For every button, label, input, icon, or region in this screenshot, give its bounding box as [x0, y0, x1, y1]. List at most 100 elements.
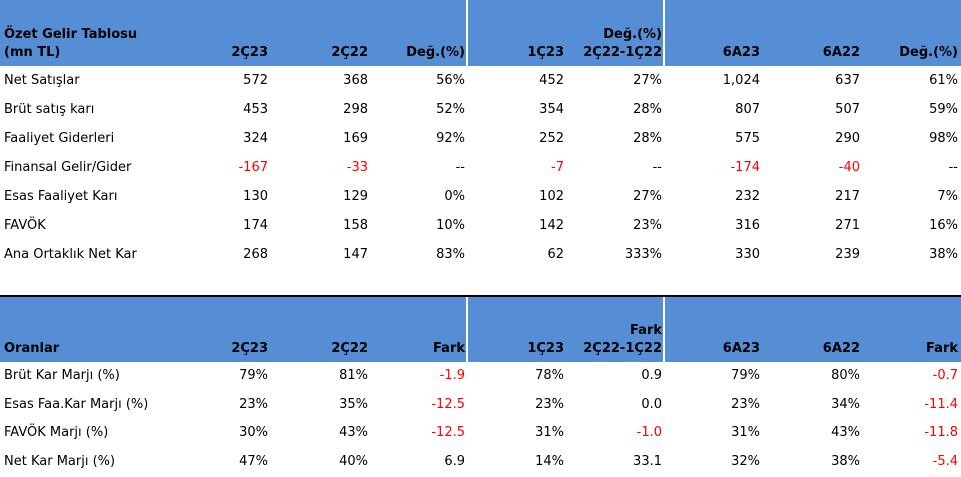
- table-title: Özet Gelir Tablosu: [4, 27, 138, 42]
- cell: 27%: [633, 73, 662, 88]
- cell: 28%: [633, 131, 662, 146]
- cell: 637: [835, 73, 860, 88]
- divider: [0, 295, 961, 297]
- column-header: 2Ç23: [231, 45, 268, 60]
- cell: 268: [243, 247, 268, 262]
- cell: 575: [735, 131, 760, 146]
- cell: -12.5: [431, 396, 465, 412]
- row-label: FAVÖK Marjı (%): [4, 425, 109, 441]
- row-label: Ana Ortaklık Net Kar: [4, 247, 137, 262]
- cell: 38%: [831, 454, 860, 470]
- column-header: 1Ç23: [527, 341, 564, 356]
- cell: -167: [238, 160, 268, 175]
- column-header: Fark: [433, 341, 465, 356]
- cell: 81%: [339, 368, 368, 383]
- cell: 30%: [239, 425, 268, 441]
- cell: 28%: [633, 102, 662, 117]
- cell: 1,024: [722, 73, 760, 88]
- cell: -0.7: [932, 368, 958, 383]
- row-label: Esas Faa.Kar Marjı (%): [4, 396, 149, 412]
- row-label: FAVÖK: [4, 218, 46, 233]
- cell: 59%: [929, 102, 958, 117]
- column-header: 2Ç22: [331, 45, 368, 60]
- cell: --: [455, 160, 465, 175]
- cell: 6.9: [444, 454, 465, 470]
- cell: 290: [835, 131, 860, 146]
- column-header: 2Ç22-1Ç22: [583, 341, 662, 356]
- cell: 33.1: [633, 454, 662, 470]
- cell: -1.9: [439, 368, 465, 383]
- header-separator: [663, 297, 665, 362]
- column-header: 1Ç23: [527, 45, 564, 60]
- cell: -33: [346, 160, 368, 175]
- cell: 61%: [929, 73, 958, 88]
- cell: --: [948, 160, 958, 175]
- cell: 174: [243, 218, 268, 233]
- row-label: Net Kar Marjı (%): [4, 454, 116, 470]
- cell: 10%: [436, 218, 465, 233]
- row-label: Net Satışlar: [4, 73, 80, 88]
- row-label: Brüt satış karı: [4, 102, 95, 117]
- column-header: Fark: [926, 341, 958, 356]
- cell: 43%: [831, 425, 860, 441]
- cell: 232: [735, 189, 760, 204]
- header-separator: [466, 0, 468, 66]
- cell: 330: [735, 247, 760, 262]
- cell: 16%: [929, 218, 958, 233]
- table-title: Oranlar: [4, 341, 60, 356]
- column-header: Değ.(%): [899, 45, 958, 60]
- column-header: 6A22: [822, 45, 860, 60]
- column-header: 6A23: [722, 341, 760, 356]
- cell: 0.9: [641, 368, 662, 383]
- cell: -11.4: [924, 396, 958, 412]
- column-header: Fark: [630, 323, 662, 338]
- cell: 354: [539, 102, 564, 117]
- cell: -12.5: [431, 425, 465, 441]
- cell: 40%: [339, 454, 368, 470]
- table-title: (mn TL): [4, 45, 61, 60]
- cell: 271: [835, 218, 860, 233]
- cell: 92%: [436, 131, 465, 146]
- cell: 98%: [929, 131, 958, 146]
- cell: 298: [343, 102, 368, 117]
- cell: 252: [539, 131, 564, 146]
- cell: 23%: [535, 396, 564, 412]
- cell: -5.4: [932, 454, 958, 470]
- row-label: Esas Faaliyet Karı: [4, 189, 118, 204]
- cell: 7%: [937, 189, 958, 204]
- cell: 31%: [731, 425, 760, 441]
- column-header: 2Ç23: [231, 341, 268, 356]
- cell: 14%: [535, 454, 564, 470]
- cell: 147: [343, 247, 368, 262]
- cell: 239: [835, 247, 860, 262]
- column-header: 6A22: [822, 341, 860, 356]
- cell: 62: [547, 247, 564, 262]
- cell: 169: [343, 131, 368, 146]
- cell: 368: [343, 73, 368, 88]
- cell: -174: [730, 160, 760, 175]
- cell: 35%: [339, 396, 368, 412]
- cell: 78%: [535, 368, 564, 383]
- cell: 23%: [633, 218, 662, 233]
- cell: 56%: [436, 73, 465, 88]
- row-label: Faaliyet Giderleri: [4, 131, 115, 146]
- cell: 217: [835, 189, 860, 204]
- cell: -1.0: [636, 425, 662, 441]
- cell: 80%: [831, 368, 860, 383]
- cell: 807: [735, 102, 760, 117]
- header-separator: [466, 297, 468, 362]
- table-header: [0, 0, 961, 66]
- cell: 23%: [731, 396, 760, 412]
- row-label: Finansal Gelir/Gider: [4, 160, 132, 175]
- cell: 0%: [444, 189, 465, 204]
- column-header: 2Ç22: [331, 341, 368, 356]
- cell: --: [652, 160, 662, 175]
- row-label: Brüt Kar Marjı (%): [4, 368, 120, 383]
- column-header: 2Ç22-1Ç22: [583, 45, 662, 60]
- cell: 129: [343, 189, 368, 204]
- cell: 83%: [436, 247, 465, 262]
- cell: 79%: [239, 368, 268, 383]
- cell: 102: [539, 189, 564, 204]
- cell: 0.0: [641, 396, 662, 412]
